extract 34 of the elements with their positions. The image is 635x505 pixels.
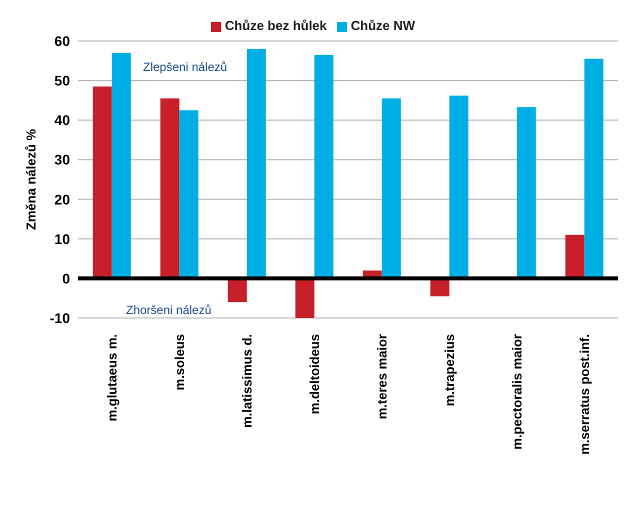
- bar: [314, 54, 334, 278]
- y-tick-label: -10: [50, 310, 70, 326]
- y-tick-label: 0: [62, 270, 70, 286]
- x-tick-label: m.latissimus d.: [239, 334, 254, 428]
- annotation: Zlepšeni nálezů: [143, 60, 228, 74]
- bar: [246, 48, 266, 278]
- x-tick-label: m.pectoralis maior: [509, 334, 524, 450]
- y-tick-label: 20: [54, 191, 70, 208]
- bar: [449, 96, 468, 278]
- bar: [295, 278, 314, 318]
- y-tick-label: 30: [54, 152, 70, 168]
- y-tick-label: 60: [54, 32, 70, 49]
- x-tick-label: m.glutaeus m.: [104, 334, 120, 422]
- annotation: Zhoršeni nálezů: [126, 303, 212, 317]
- y-tick-label: 50: [54, 72, 70, 89]
- y-tick-label: 40: [54, 112, 70, 128]
- x-tick-label: m.deltoideus: [306, 334, 322, 414]
- bar: [92, 86, 112, 278]
- legend-label: Chůze NW: [350, 18, 416, 33]
- bar: [112, 52, 131, 278]
- y-axis-title: Změna nálezů %: [24, 128, 39, 230]
- bar: [584, 58, 604, 278]
- bar: [565, 234, 584, 278]
- x-tick-label: m.serratus post.inf.: [576, 334, 592, 455]
- bar: [160, 98, 180, 278]
- y-tick-label: 10: [54, 230, 70, 247]
- bar: [179, 110, 198, 278]
- x-tick-label: m.soleus: [172, 334, 187, 390]
- bar: [382, 98, 401, 278]
- bar: [228, 278, 247, 302]
- x-tick-label: m.teres maior: [374, 334, 390, 420]
- x-tick-label: m.trapezius: [442, 334, 457, 406]
- bar: [516, 107, 536, 278]
- legend-label: Chůze bez hůlek: [224, 18, 327, 33]
